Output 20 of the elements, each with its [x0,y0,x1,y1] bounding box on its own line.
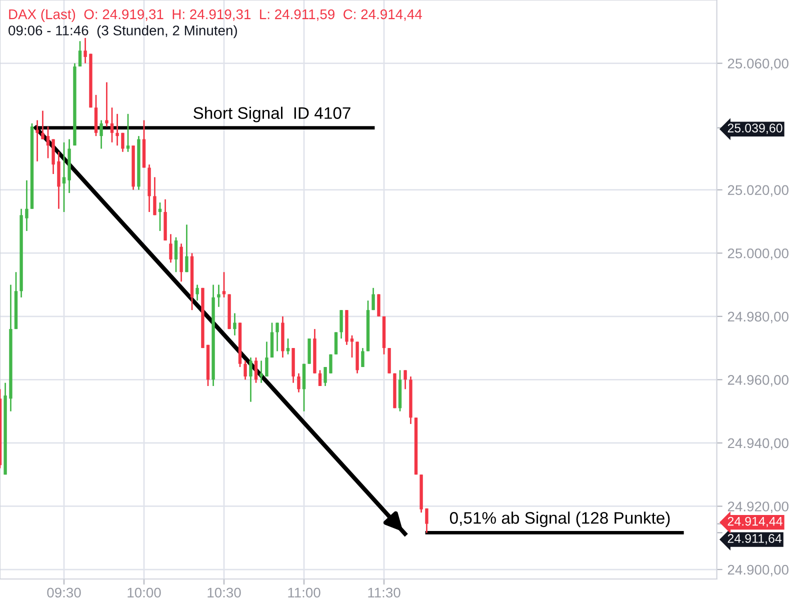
y-tick-label: 24.920,00 [728,502,788,514]
x-tick-label: 10:00 [128,588,161,598]
text: 09:06 - 11:46 (3 Stunden, 2 Minuten) [8,25,237,38]
x-tick-label: 09:30 [47,588,81,598]
y-tick-label: 24.980,00 [728,312,788,324]
y-tick-label: 25.039,60 [728,124,782,134]
y-tick-label: 24.914,44 [728,516,782,528]
y-tick-label: 24.911,64 [728,534,782,544]
y-tick-label: 24.940,00 [728,438,788,450]
x-tick-label: 10:30 [208,588,241,598]
x-tick-label: 11:30 [368,588,400,598]
y-tick-label: 24.900,00 [728,564,788,576]
annotation: Short Signal ID 4107 [194,106,350,122]
y-tick-label: 24.960,00 [728,375,788,386]
x-tick-label: 11:00 [288,588,320,598]
text: DAX (Last) O: 24.919,31 H: 24.919,31 L: 24.911,59 C: 24.914,44 [9,9,422,22]
y-tick-label: 25.060,00 [728,58,788,70]
y-tick-label: 25.000,00 [728,248,788,260]
annotation: 0,51% ab Signal (128 Punkte) [450,512,670,528]
y-tick-label: 25.020,00 [728,185,788,197]
